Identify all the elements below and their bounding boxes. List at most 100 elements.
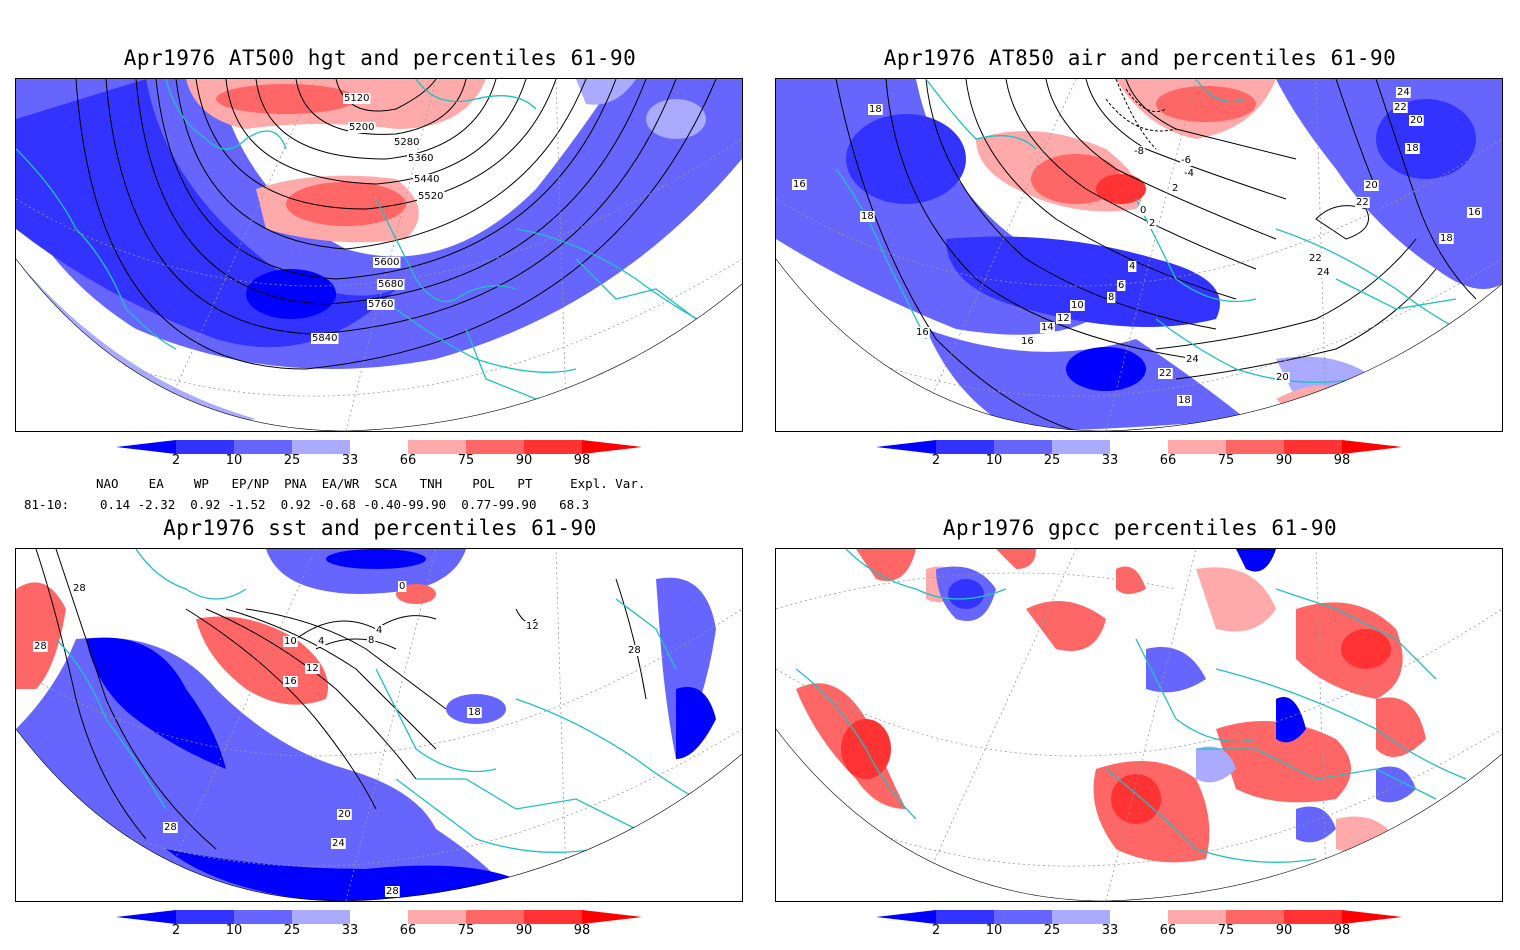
contour-label: 5600 bbox=[374, 257, 399, 268]
contour-label: 6 bbox=[1118, 280, 1124, 291]
colorbar-label: 33 bbox=[1101, 923, 1119, 938]
blue-east-core bbox=[676, 687, 716, 759]
temperature-contours bbox=[835, 79, 1477, 431]
contour-label: 2 bbox=[1149, 218, 1155, 229]
contour-label: 18 bbox=[1406, 143, 1419, 154]
colorbar-label: 66 bbox=[399, 453, 417, 468]
panel-title-hgt500: Apr1976 AT500 hgt and percentiles 61-90 bbox=[123, 46, 637, 70]
colorbar-label: 25 bbox=[283, 923, 301, 938]
map-panel-sst: 28 28 0 4 8 10 4 12 16 12 28 18 20 24 28… bbox=[15, 548, 743, 902]
height-contours bbox=[75, 79, 717, 370]
blue-peak bbox=[246, 269, 336, 319]
colorbar-hgt500: 2 10 25 33 66 75 90 98 bbox=[116, 440, 676, 480]
contour-label: 18 bbox=[1178, 395, 1191, 406]
contour-label: 8 bbox=[368, 635, 374, 646]
red-core bbox=[286, 182, 406, 226]
panel-title-sst: Apr1976 sst and percentiles 61-90 bbox=[163, 516, 597, 540]
coastlines bbox=[795, 549, 1467, 863]
contour-label: -4 bbox=[1184, 168, 1194, 179]
colorbar-label: 66 bbox=[399, 923, 417, 938]
colorbar-label: 90 bbox=[515, 923, 533, 938]
contour-label: 16 bbox=[1468, 207, 1481, 218]
contour-label: -8 bbox=[1134, 146, 1144, 157]
blue-south-core bbox=[166, 849, 516, 901]
colorbar-air850: 2 10 25 33 66 75 90 98 bbox=[876, 440, 1436, 480]
contour-label: 20 bbox=[1276, 372, 1289, 383]
contour-label: 16 bbox=[916, 327, 929, 338]
colorbar-label: 33 bbox=[341, 453, 359, 468]
red-west bbox=[16, 582, 66, 689]
colorbar-label: 98 bbox=[573, 453, 591, 468]
colorbar-label: 98 bbox=[1333, 923, 1351, 938]
colorbar-label: 90 bbox=[1275, 923, 1293, 938]
teleconnection-row-label: 81-10: bbox=[24, 497, 70, 512]
contour-label: 10 bbox=[1071, 300, 1084, 311]
contour-label: 4 bbox=[376, 625, 382, 636]
contour-label: 24 bbox=[1317, 267, 1330, 278]
colorbar-swatches bbox=[116, 910, 642, 924]
contour-label: 5760 bbox=[368, 299, 393, 310]
colorbar-label: 2 bbox=[931, 453, 941, 468]
blue-east bbox=[646, 99, 706, 139]
colorbar-label: 2 bbox=[171, 923, 181, 938]
panel-title-gpcc: Apr1976 gpcc percentiles 61-90 bbox=[942, 516, 1338, 540]
contour-label: 22 bbox=[1356, 197, 1369, 208]
blue-east-core bbox=[1376, 99, 1476, 179]
contour-label: 24 bbox=[1397, 87, 1410, 98]
contour-label: 18 bbox=[861, 211, 874, 222]
contour-label: 4 bbox=[1129, 261, 1135, 272]
contour-label: 5680 bbox=[378, 279, 403, 290]
map-panel-air850: 18 16 18 24 22 20 18 20 22 16 18 -8 -6 -… bbox=[775, 78, 1503, 432]
colorbar-swatches bbox=[876, 440, 1402, 454]
blue-south-core bbox=[1066, 347, 1146, 391]
map-sst: 28 28 0 4 8 10 4 12 16 12 28 18 20 24 28… bbox=[16, 549, 742, 901]
contour-label: 20 bbox=[1365, 180, 1378, 191]
contour-labels: 18 16 18 24 22 20 18 20 22 16 18 -8 -6 -… bbox=[792, 87, 1482, 406]
blue-ne bbox=[576, 79, 636, 105]
contour-label: 28 bbox=[386, 886, 399, 897]
colorbar-label: 2 bbox=[171, 453, 181, 468]
blue-west-core bbox=[846, 114, 966, 204]
blue-north-core bbox=[326, 549, 426, 569]
colorbar-label: 25 bbox=[283, 453, 301, 468]
colorbar-label: 90 bbox=[515, 453, 533, 468]
contour-label: 22 bbox=[1394, 102, 1407, 113]
contour-label: 16 bbox=[1021, 336, 1034, 347]
contour-label: 24 bbox=[1186, 354, 1199, 365]
contour-label: 5360 bbox=[408, 153, 433, 164]
blue-core bbox=[86, 637, 226, 769]
contour-label: 5840 bbox=[312, 333, 337, 344]
contour-label: 12 bbox=[306, 663, 319, 674]
blue-atlantic bbox=[946, 236, 1220, 327]
contour-label: 14 bbox=[1041, 322, 1054, 333]
colorbar-label: 75 bbox=[1217, 453, 1235, 468]
colorbar-label: 98 bbox=[1333, 453, 1351, 468]
contour-label: 0 bbox=[399, 581, 405, 592]
red-north-core bbox=[1156, 86, 1256, 122]
red-peak bbox=[1096, 174, 1146, 204]
map-gpcc bbox=[776, 549, 1502, 901]
colorbar-label: 75 bbox=[457, 923, 475, 938]
contour-label: 12 bbox=[526, 621, 539, 632]
contour-label: 10 bbox=[284, 636, 297, 647]
colorbar-label: 25 bbox=[1043, 923, 1061, 938]
contour-label: 18 bbox=[869, 104, 882, 115]
contour-label: 12 bbox=[1057, 313, 1070, 324]
contour-label: 20 bbox=[1410, 115, 1423, 126]
map-panel-hgt500: 5120 5200 5280 5360 5440 5520 5600 5680 … bbox=[15, 78, 743, 432]
colorbar-label: 66 bbox=[1159, 453, 1177, 468]
contour-label: 16 bbox=[284, 676, 297, 687]
contour-label: 5200 bbox=[349, 122, 374, 133]
colorbar-label: 10 bbox=[985, 923, 1003, 938]
precip-red-patches bbox=[796, 549, 1426, 863]
red-se bbox=[1276, 385, 1336, 409]
map-air850: 18 16 18 24 22 20 18 20 22 16 18 -8 -6 -… bbox=[776, 79, 1502, 431]
contour-label: 24 bbox=[332, 838, 345, 849]
contour-label: 22 bbox=[1159, 368, 1172, 379]
colorbar-label: 90 bbox=[1275, 453, 1293, 468]
blue-east bbox=[656, 577, 716, 759]
colorbar-label: 33 bbox=[1101, 453, 1119, 468]
panel-title-air850: Apr1976 AT850 air and percentiles 61-90 bbox=[883, 46, 1397, 70]
contour-label: 5120 bbox=[344, 93, 369, 104]
contour-labels: 28 28 0 4 8 10 4 12 16 12 28 18 20 24 28… bbox=[33, 581, 642, 897]
